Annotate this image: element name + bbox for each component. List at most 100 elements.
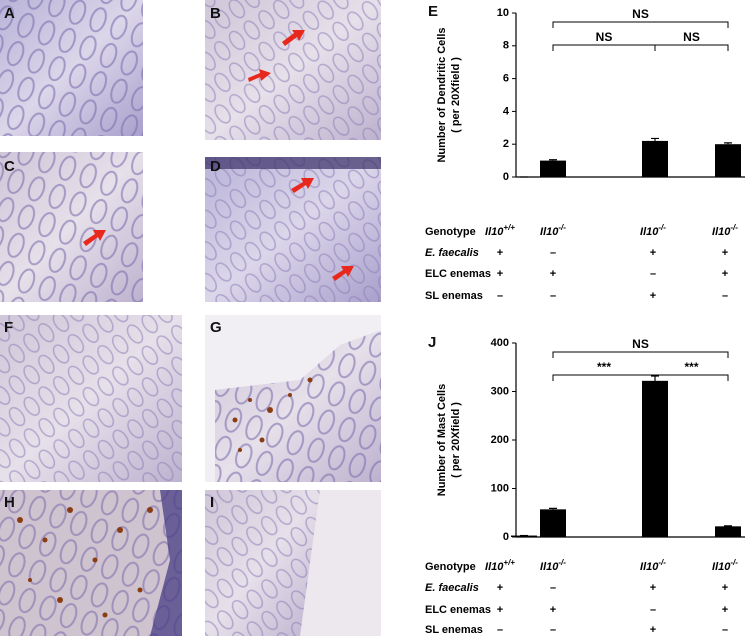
genotype: Il10-/-: [540, 223, 566, 238]
genotype: Il10-/-: [712, 558, 738, 573]
row-label: Genotype: [425, 561, 476, 573]
panel-label: H: [4, 494, 15, 511]
condition-cell: –: [550, 624, 556, 636]
significance-label: ***: [597, 360, 611, 374]
condition-cell: –: [550, 247, 556, 259]
condition-cell: –: [550, 290, 556, 302]
panel-label: E: [428, 3, 438, 20]
row-label: Genotype: [425, 226, 476, 238]
condition-cell: –: [550, 582, 556, 594]
panel-label: F: [4, 319, 13, 336]
y-tick-label: 0: [503, 531, 509, 543]
condition-cell: +: [497, 268, 503, 280]
row-label: ELC enemas: [425, 604, 491, 616]
panel-label: B: [210, 5, 221, 22]
genotype-sup: -/-: [730, 558, 738, 567]
significance-label: NS: [632, 337, 649, 351]
genotype-base: Il10: [640, 561, 659, 573]
genotype-base: Il10: [640, 226, 659, 238]
error-bar: [549, 508, 557, 509]
condition-cell: +: [722, 604, 728, 616]
significance-bracket: [655, 45, 728, 51]
genotype: Il10+/+: [485, 223, 515, 238]
significance-bracket: [553, 22, 728, 28]
significance-bracket: [553, 45, 655, 51]
row-label: ELC enemas: [425, 268, 491, 280]
significance-label: NS: [683, 30, 700, 44]
condition-cell: –: [497, 624, 503, 636]
y-axis-label: ( per 20Xfield ): [450, 57, 462, 133]
genotype: Il10-/-: [540, 558, 566, 573]
genotype: Il10-/-: [712, 223, 738, 238]
micrograph-texture: [0, 0, 143, 136]
micrograph-texture: [0, 152, 143, 302]
error-bar: [549, 160, 557, 161]
bar: [642, 381, 668, 537]
condition-cell: –: [722, 290, 728, 302]
y-tick-label: 4: [503, 105, 510, 117]
condition-cell: +: [497, 247, 503, 259]
significance-label: NS: [596, 30, 613, 44]
condition-cell: +: [722, 582, 728, 594]
condition-cell: –: [722, 624, 728, 636]
panel-label: J: [428, 334, 436, 351]
micrograph-texture: [205, 490, 320, 636]
bar: [540, 161, 566, 177]
micrograph-texture: [0, 490, 182, 636]
genotype-sup: +/+: [503, 223, 515, 232]
error-bar: [724, 143, 732, 144]
y-axis-label: ( per 20Xfield ): [450, 402, 462, 478]
genotype-sup: -/-: [558, 223, 566, 232]
panel-label: C: [4, 158, 15, 175]
panel-label: A: [4, 5, 15, 22]
y-axis-label: Number of Dendritic Cells: [436, 27, 448, 162]
genotype-base: Il10: [485, 226, 504, 238]
genotype: Il10-/-: [640, 223, 666, 238]
condition-cell: +: [550, 268, 556, 280]
condition-cell: +: [722, 268, 728, 280]
row-label: SL enemas: [425, 290, 483, 302]
significance-bracket: [553, 352, 728, 358]
genotype-sup: -/-: [558, 558, 566, 567]
genotype-base: Il10: [540, 226, 559, 238]
row-label: E. faecalis: [425, 247, 479, 259]
bar: [642, 141, 668, 177]
y-tick-label: 300: [491, 385, 509, 397]
y-axis-label: Number of Mast Cells: [436, 384, 448, 496]
y-tick-label: 10: [497, 7, 509, 19]
y-tick-label: 6: [503, 73, 509, 85]
y-tick-label: 200: [491, 434, 509, 446]
genotype-sup: -/-: [658, 223, 666, 232]
genotype-base: Il10: [712, 226, 731, 238]
y-tick-label: 8: [503, 40, 509, 52]
y-tick-label: 2: [503, 138, 509, 150]
significance-label: ***: [684, 360, 698, 374]
condition-cell: +: [650, 290, 656, 302]
condition-cell: –: [650, 268, 656, 280]
condition-cell: +: [497, 582, 503, 594]
y-tick-label: 0: [503, 171, 509, 183]
genotype-base: Il10: [712, 561, 731, 573]
condition-cell: –: [497, 290, 503, 302]
error-bar: [651, 138, 659, 140]
micrographs: [0, 0, 381, 636]
genotype: Il10+/+: [485, 558, 515, 573]
condition-cell: +: [550, 604, 556, 616]
panel-label: G: [210, 319, 222, 336]
micrograph-texture: [0, 315, 182, 482]
condition-cell: +: [722, 247, 728, 259]
condition-cell: +: [650, 247, 656, 259]
condition-cell: +: [650, 624, 656, 636]
bar: [715, 526, 741, 537]
micrograph-texture: [205, 157, 381, 302]
significance-label: NS: [632, 7, 649, 21]
row-label: SL enemas: [425, 624, 483, 636]
genotype-sup: -/-: [730, 223, 738, 232]
condition-cell: –: [650, 604, 656, 616]
row-label: E. faecalis: [425, 582, 479, 594]
genotype-sup: +/+: [503, 558, 515, 567]
y-tick-label: 100: [491, 482, 509, 494]
panel-label: I: [210, 494, 214, 511]
